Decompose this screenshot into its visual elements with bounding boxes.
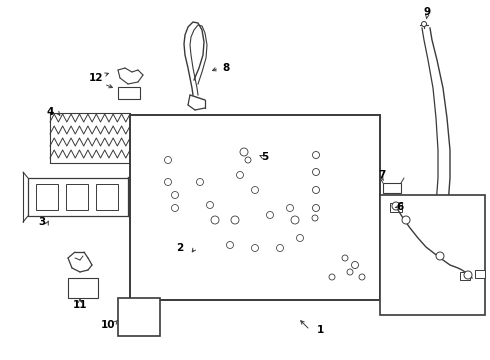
Circle shape: [359, 274, 365, 280]
Circle shape: [329, 274, 335, 280]
Circle shape: [342, 255, 348, 261]
Circle shape: [464, 271, 472, 279]
Text: 9: 9: [423, 7, 431, 17]
Text: 10: 10: [100, 320, 115, 330]
Bar: [118, 87, 140, 99]
Text: 4: 4: [47, 107, 54, 117]
Bar: [380, 195, 485, 315]
Circle shape: [436, 252, 444, 260]
Text: 5: 5: [261, 152, 269, 162]
Bar: [390, 203, 402, 212]
Bar: [460, 272, 470, 280]
Text: 3: 3: [38, 217, 46, 227]
Circle shape: [165, 179, 172, 185]
Circle shape: [196, 179, 203, 185]
Circle shape: [237, 171, 244, 179]
Circle shape: [347, 269, 353, 275]
Bar: [68, 278, 98, 298]
Circle shape: [351, 261, 359, 269]
Circle shape: [231, 216, 239, 224]
Bar: [130, 115, 380, 300]
Circle shape: [165, 157, 172, 163]
Circle shape: [251, 244, 259, 252]
Text: 7: 7: [378, 170, 386, 180]
Circle shape: [402, 216, 410, 224]
Circle shape: [267, 211, 273, 219]
Text: 2: 2: [176, 243, 184, 253]
Circle shape: [313, 186, 319, 194]
Circle shape: [245, 157, 251, 163]
Circle shape: [296, 234, 303, 242]
Bar: [36, 184, 58, 210]
Bar: [96, 184, 118, 210]
Text: 1: 1: [317, 325, 323, 335]
Circle shape: [251, 186, 259, 194]
Circle shape: [172, 204, 178, 211]
Bar: [475, 270, 485, 278]
Circle shape: [421, 22, 426, 27]
Circle shape: [313, 152, 319, 158]
Text: 8: 8: [222, 63, 230, 73]
Bar: [118, 298, 160, 336]
Bar: [66, 184, 88, 210]
Circle shape: [206, 202, 214, 208]
Bar: [28, 178, 128, 216]
Text: 6: 6: [396, 202, 404, 212]
Text: 12: 12: [89, 73, 103, 83]
Circle shape: [240, 148, 248, 156]
Circle shape: [313, 168, 319, 175]
Circle shape: [276, 244, 284, 252]
Circle shape: [172, 192, 178, 198]
Circle shape: [211, 216, 219, 224]
Bar: [383, 183, 401, 193]
Circle shape: [392, 202, 400, 210]
Circle shape: [226, 242, 234, 248]
Text: 11: 11: [73, 300, 87, 310]
Circle shape: [313, 204, 319, 211]
Circle shape: [312, 215, 318, 221]
Circle shape: [291, 216, 299, 224]
Circle shape: [287, 204, 294, 211]
